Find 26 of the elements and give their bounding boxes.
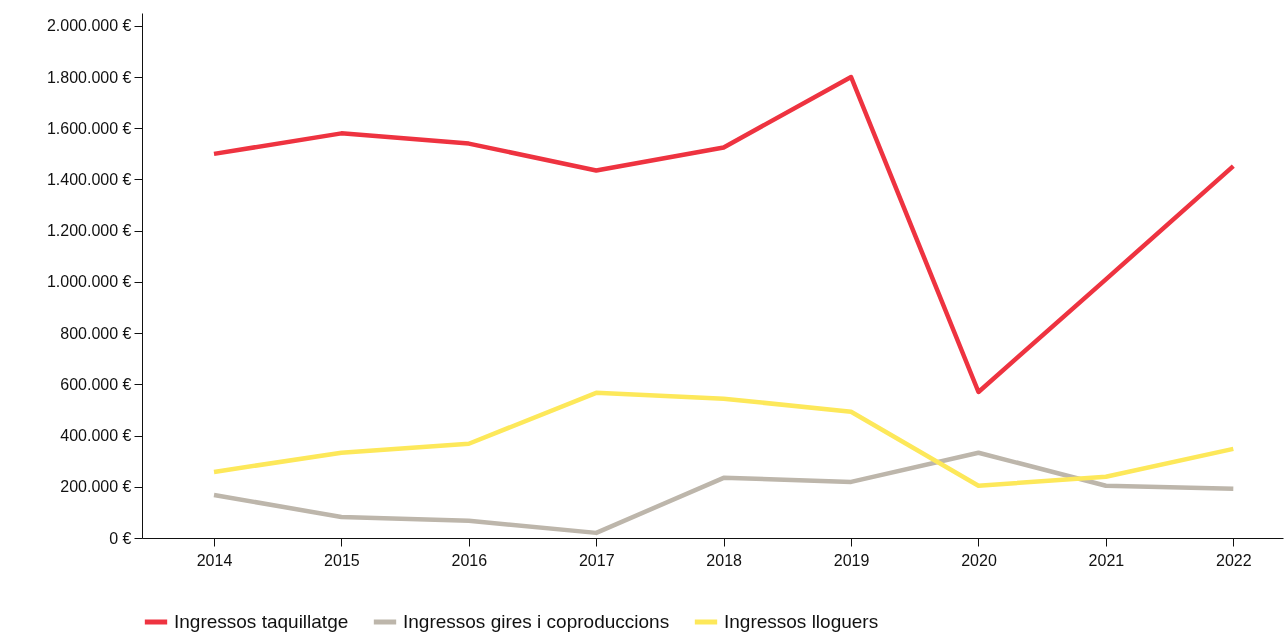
y-tick-label: 1.000.000 € [46, 273, 132, 291]
y-tick-label: 1.800.000 € [46, 68, 132, 86]
x-tick-label: 2018 [706, 551, 743, 569]
y-tick-label: 1.600.000 € [46, 119, 132, 137]
y-tick-label: 0 € [109, 529, 132, 547]
line-series [211, 390, 1236, 489]
x-tick-label: 2014 [196, 551, 233, 569]
y-tick-label: 400.000 € [60, 427, 132, 445]
y-tick-label: 200.000 € [60, 478, 132, 496]
y-tick-label: 2.000.000 € [46, 17, 132, 35]
line-series [211, 450, 1236, 536]
legend-label: Ingressos lloguers [724, 611, 879, 632]
x-tick-label: 2015 [324, 551, 360, 569]
x-tick-label: 2022 [1216, 551, 1252, 569]
y-tick-label: 1.400.000 € [46, 170, 132, 188]
x-tick-label: 2017 [578, 551, 615, 569]
legend-label: Ingressos taquillatge [174, 611, 349, 632]
y-tick-label: 800.000 € [60, 324, 132, 342]
line-series [211, 74, 1236, 395]
x-tick-label: 2021 [1088, 551, 1125, 569]
legend-label: Ingressos gires i coproduccions [403, 611, 670, 632]
x-tick-label: 2019 [833, 551, 870, 569]
y-tick-label: 600.000 € [60, 375, 132, 393]
y-tick-label: 1.200.000 € [46, 222, 132, 240]
x-tick-label: 2016 [451, 551, 488, 569]
x-tick-label: 2020 [961, 551, 997, 569]
